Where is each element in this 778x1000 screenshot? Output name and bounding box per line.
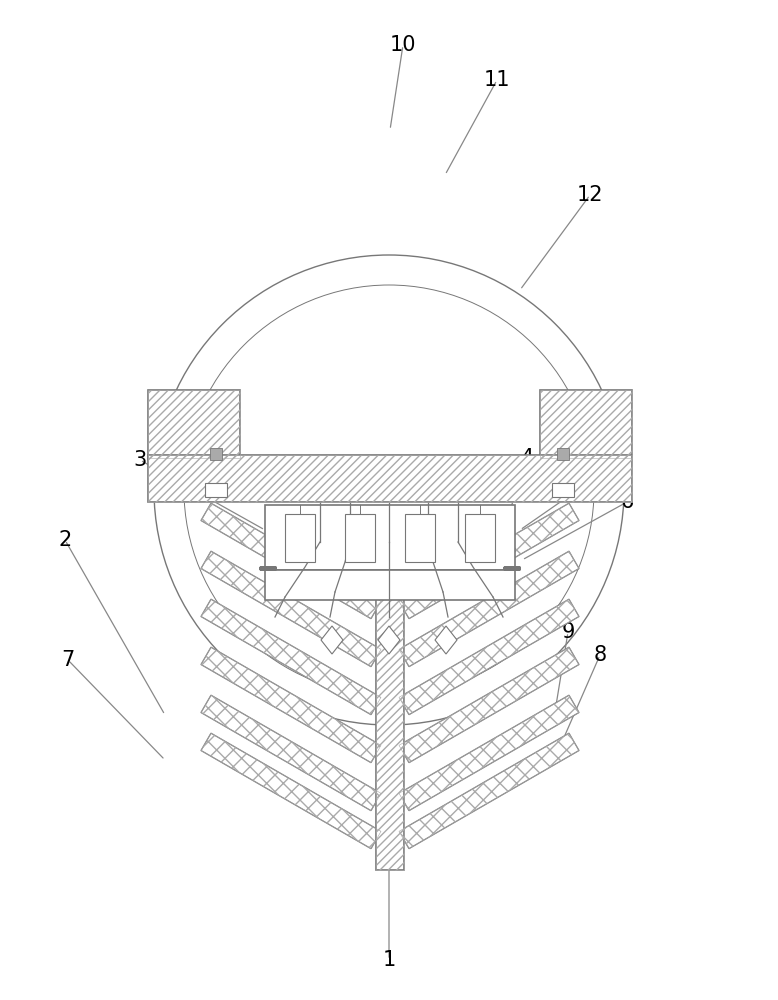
Polygon shape (376, 570, 404, 870)
Text: 8: 8 (594, 645, 607, 665)
Polygon shape (435, 626, 457, 654)
Text: 11: 11 (484, 70, 510, 90)
Circle shape (154, 255, 624, 725)
Bar (552, 483, 574, 497)
Polygon shape (399, 733, 579, 849)
Bar (345, 514, 375, 562)
Text: 4: 4 (521, 448, 534, 468)
Text: 6: 6 (620, 492, 634, 512)
Text: 12: 12 (576, 185, 603, 205)
Bar (285, 514, 315, 562)
Bar (148, 455, 632, 502)
Bar (210, 448, 222, 460)
Text: 3: 3 (133, 450, 146, 470)
Polygon shape (201, 503, 381, 619)
Polygon shape (201, 551, 381, 667)
Bar (265, 505, 515, 570)
Text: 2: 2 (58, 530, 72, 550)
Text: 5: 5 (585, 470, 598, 490)
Text: 10: 10 (390, 35, 416, 55)
Polygon shape (399, 551, 579, 667)
Bar (405, 514, 435, 562)
Polygon shape (378, 626, 400, 654)
Bar (540, 390, 632, 458)
Bar (148, 455, 632, 502)
Text: 9: 9 (561, 622, 575, 642)
Polygon shape (201, 599, 381, 715)
Bar (148, 390, 240, 458)
Bar (465, 514, 495, 562)
Polygon shape (399, 647, 579, 763)
Polygon shape (201, 647, 381, 763)
Bar (557, 448, 569, 460)
Bar (205, 483, 227, 497)
Text: 1: 1 (382, 950, 396, 970)
Bar (148, 390, 240, 458)
Polygon shape (321, 626, 343, 654)
Bar (540, 390, 632, 458)
Polygon shape (201, 733, 381, 849)
Bar (265, 570, 515, 600)
Text: 7: 7 (61, 650, 75, 670)
Polygon shape (399, 599, 579, 715)
Polygon shape (201, 695, 381, 811)
Polygon shape (399, 695, 579, 811)
Polygon shape (399, 503, 579, 619)
